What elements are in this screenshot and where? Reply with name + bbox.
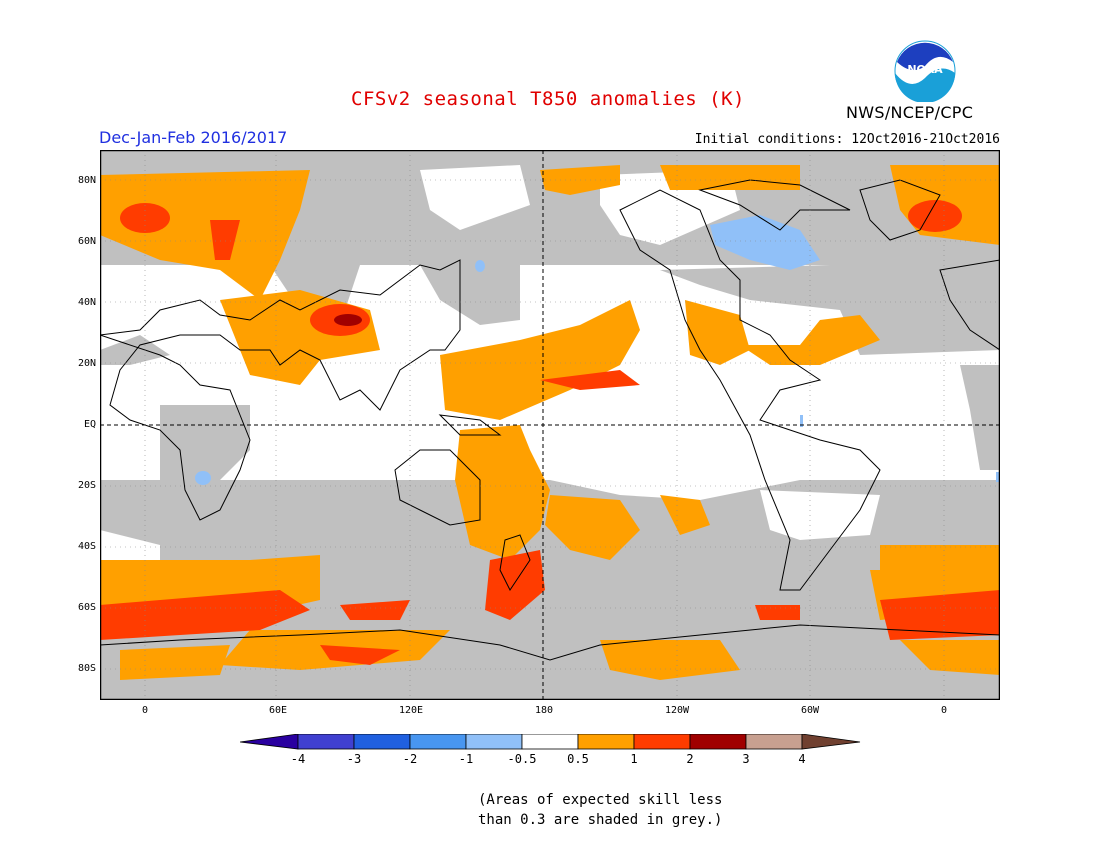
lat-label: 60N — [77, 236, 96, 247]
lon-label: 60W — [800, 705, 820, 716]
agency-label: NWS/NCEP/CPC — [846, 103, 974, 122]
skill-note-line2: than 0.3 are shaded in grey.) — [478, 812, 723, 828]
colorbar-label: -0.5 — [507, 752, 537, 766]
lon-label: 180 — [534, 705, 554, 716]
season-label: Dec-Jan-Feb 2016/2017 — [99, 128, 288, 147]
lon-label: 60E — [268, 705, 288, 716]
colorbar-segment — [689, 734, 747, 750]
anomaly-2-to-3 — [334, 314, 362, 326]
initial-conditions-label: Initial conditions: 12Oct2016-21Oct2016 — [694, 132, 1000, 147]
colorbar-label: 2 — [686, 752, 694, 766]
colorbar-label: -1 — [458, 752, 474, 766]
lat-label: 40N — [77, 297, 96, 308]
map-title: CFSv2 seasonal T850 anomalies (K) — [351, 88, 745, 110]
lon-label: 120E — [398, 705, 424, 716]
colorbar-arrow-right — [801, 734, 861, 750]
lat-label: 40S — [77, 541, 96, 552]
colorbar-label: -2 — [402, 752, 418, 766]
noaa-logo: NOAA — [894, 40, 956, 102]
lat-label: 80N — [77, 175, 96, 186]
colorbar-arrow-left — [240, 734, 299, 750]
colorbar-label: -3 — [346, 752, 362, 766]
lon-label: 0 — [141, 705, 149, 716]
colorbar-label: 1 — [630, 752, 638, 766]
colorbar-label: -4 — [290, 752, 306, 766]
colorbar-segment — [577, 734, 635, 750]
skill-note-line1: (Areas of expected skill less — [478, 792, 723, 808]
colorbar-label: 3 — [742, 752, 750, 766]
anomaly-neg-0p5 — [195, 215, 1000, 485]
colorbar-segment — [745, 734, 803, 750]
colorbar-segment — [297, 734, 355, 750]
anomaly-1-to-2 — [100, 200, 1000, 665]
colorbar-segment — [465, 734, 523, 750]
colorbar-segment — [633, 734, 691, 750]
colorbar-segment — [521, 734, 579, 750]
lat-label: 60S — [77, 602, 96, 613]
colorbar — [240, 734, 861, 750]
lat-label: 20S — [77, 480, 96, 491]
lat-label: 80S — [77, 663, 96, 674]
anomaly-map — [100, 150, 1000, 700]
lat-label: EQ — [83, 419, 96, 430]
map-frame — [100, 150, 1000, 700]
colorbar-label: 0.5 — [567, 752, 589, 766]
lon-label: 0 — [940, 705, 948, 716]
coastlines — [100, 179, 1000, 661]
colorbar-label: 4 — [798, 752, 806, 766]
gridlines — [100, 150, 1000, 700]
noaa-logo-text: NOAA — [907, 63, 943, 76]
lat-label: 20N — [77, 358, 96, 369]
lon-label: 120W — [664, 705, 690, 716]
colorbar-segment — [353, 734, 411, 750]
colorbar-segment — [409, 734, 467, 750]
